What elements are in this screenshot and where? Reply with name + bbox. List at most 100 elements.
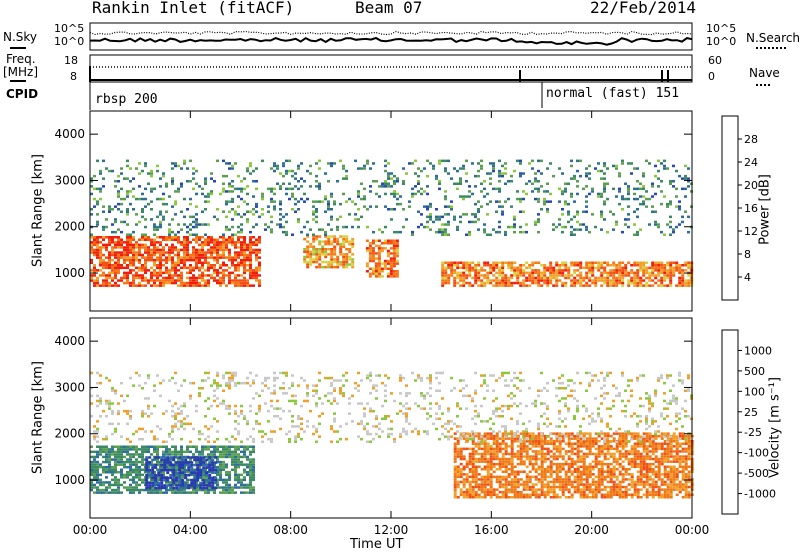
- heatmap-cell: [90, 243, 93, 247]
- heatmap-cell: [255, 258, 258, 262]
- heatmap-cell: [156, 264, 159, 267]
- heatmap-cell: [612, 281, 616, 285]
- heatmap-cell: [603, 434, 607, 438]
- heatmap-cell: [483, 228, 486, 231]
- heatmap-cell: [255, 248, 258, 252]
- heatmap-cell: [564, 478, 568, 481]
- heatmap-cell: [564, 496, 568, 499]
- heatmap-cell: [477, 264, 481, 267]
- heatmap-cell: [639, 276, 643, 280]
- heatmap-cell: [549, 460, 553, 463]
- heatmap-cell: [330, 192, 333, 196]
- heatmap-cell: [408, 205, 411, 208]
- heatmap-cell: [657, 274, 661, 277]
- heatmap-cell: [468, 284, 472, 287]
- heatmap-cell: [156, 256, 159, 259]
- heatmap-cell: [153, 281, 156, 285]
- heatmap-cell: [333, 202, 336, 206]
- heatmap-cell: [618, 271, 622, 275]
- heatmap-cell: [111, 269, 114, 272]
- heatmap-cell: [126, 208, 129, 211]
- heatmap-cell: [471, 284, 475, 287]
- heatmap-cell: [447, 279, 451, 282]
- heatmap-cell: [153, 488, 156, 492]
- heatmap-cell: [513, 169, 516, 173]
- heatmap-cell: [126, 445, 129, 448]
- heatmap-cell: [579, 274, 583, 277]
- heatmap-cell: [597, 445, 601, 448]
- heatmap-cell: [588, 452, 592, 456]
- heatmap-cell: [630, 445, 634, 448]
- heatmap-cell: [570, 450, 574, 453]
- heatmap-cell: [180, 281, 183, 285]
- heatmap-cell: [468, 434, 472, 438]
- heatmap-cell: [240, 246, 243, 249]
- heatmap-cell: [237, 453, 240, 456]
- heatmap-cell: [600, 274, 604, 277]
- heatmap-cell: [387, 174, 390, 178]
- heatmap-cell: [102, 185, 105, 188]
- heatmap-cell: [138, 274, 141, 277]
- heatmap-cell: [231, 185, 234, 188]
- heatmap-cell: [383, 259, 387, 263]
- heatmap-cell: [240, 450, 243, 454]
- heatmap-cell: [120, 266, 123, 270]
- heatmap-cell: [579, 460, 583, 463]
- heatmap-cell: [240, 230, 243, 234]
- heatmap-cell: [657, 284, 661, 287]
- heatmap-cell: [540, 483, 544, 486]
- heatmap-cell: [594, 276, 598, 280]
- noise-strip: [89, 22, 693, 51]
- heatmap-cell: [153, 187, 156, 191]
- heatmap-cell: [513, 475, 517, 479]
- heatmap-cell: [90, 274, 93, 277]
- heatmap-cell: [501, 276, 505, 280]
- heatmap-cell: [336, 242, 340, 246]
- heatmap-cell: [534, 187, 537, 191]
- heatmap-cell: [570, 493, 574, 496]
- heatmap-cell: [165, 445, 168, 448]
- heatmap-cell: [303, 225, 306, 229]
- heatmap-cell: [147, 256, 150, 259]
- heatmap-cell: [438, 162, 441, 165]
- heatmap-cell: [531, 468, 535, 471]
- heatmap-cell: [132, 243, 135, 247]
- heatmap-cell: [102, 483, 105, 487]
- heatmap-cell: [429, 205, 432, 208]
- heatmap-cell: [199, 458, 203, 462]
- heatmap-cell: [380, 242, 384, 245]
- freq-left-bottom-tick: 8: [70, 70, 77, 83]
- heatmap-cell: [657, 177, 660, 180]
- heatmap-cell: [561, 264, 565, 267]
- heatmap-cell: [395, 247, 399, 250]
- heatmap-cell: [504, 478, 508, 481]
- heatmap-cell: [204, 241, 207, 244]
- heatmap-cell: [495, 437, 499, 440]
- heatmap-cell: [615, 447, 619, 451]
- heatmap-cell: [150, 453, 153, 456]
- heatmap-cell: [495, 455, 499, 458]
- heatmap-cell: [615, 223, 618, 226]
- heatmap-cell: [93, 458, 96, 461]
- heatmap-cell: [327, 260, 331, 264]
- heatmap-cell: [240, 180, 243, 183]
- heatmap-cell: [392, 247, 396, 250]
- heatmap-cell: [270, 230, 273, 234]
- heatmap-cell: [627, 460, 631, 463]
- heatmap-cell: [489, 279, 493, 282]
- heatmap-cell: [205, 479, 209, 482]
- heatmap-cell: [648, 266, 652, 270]
- heatmap-cell: [147, 253, 150, 257]
- heatmap-cell: [573, 261, 577, 264]
- heatmap-cell: [342, 164, 345, 168]
- heatmap-cell: [687, 180, 690, 183]
- heatmap-cell: [654, 174, 657, 178]
- heatmap-cell: [156, 478, 159, 482]
- heatmap-cell: [123, 445, 126, 448]
- heatmap-cell: [156, 448, 159, 451]
- heatmap-cell: [465, 465, 469, 468]
- heatmap-cell: [687, 266, 691, 270]
- heatmap-cell: [663, 284, 667, 287]
- heatmap-cell: [147, 471, 150, 474]
- heatmap-cell: [237, 225, 240, 229]
